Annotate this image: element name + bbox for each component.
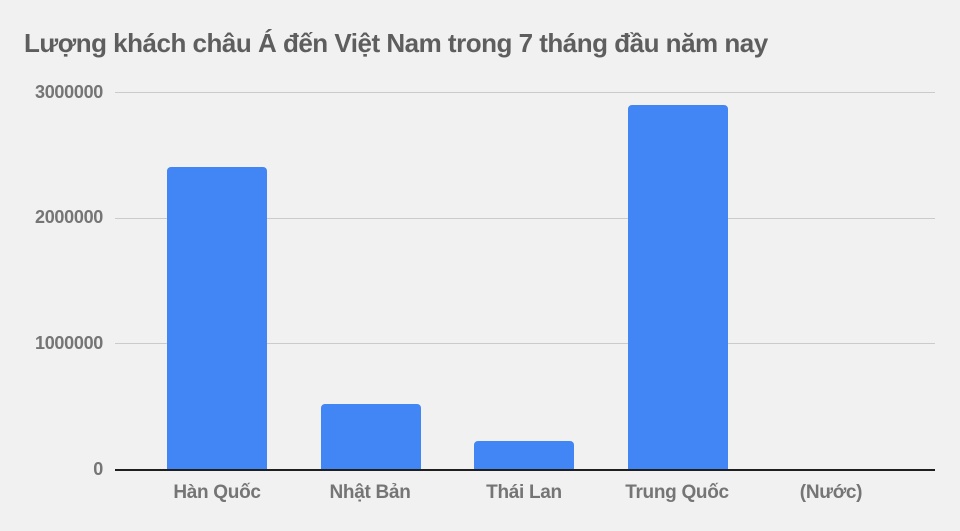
y-axis: 3000000 2000000 1000000 0 [0,0,103,531]
y-axis-tick-label: 1000000 [35,333,103,353]
bar-1 [320,403,421,469]
x-axis-line [115,469,935,471]
x-axis-category-label: Nhật Bản [329,482,411,503]
gridline-1000000 [115,343,935,345]
bar-0 [167,167,267,469]
y-axis-tick-label: 0 [93,459,103,479]
y-axis-tick-label: 3000000 [35,82,103,102]
x-axis-category-label: Thái Lan [486,482,562,503]
gridline-2000000 [115,217,935,219]
y-axis-tick-label: 2000000 [35,207,103,227]
plot-area [115,92,935,471]
x-axis-category-label: Trung Quốc [625,482,729,503]
bar-2 [474,441,574,469]
x-axis: Hàn Quốc Nhật Bản Thái Lan Trung Quốc (N… [115,481,935,505]
x-axis-unit-label: (Nước) [799,482,863,503]
bar-3 [627,104,728,469]
chart-title: Lượng khách châu Á đến Việt Nam trong 7 … [24,28,768,58]
x-axis-category-label: Hàn Quốc [173,482,261,503]
gridline-3000000 [115,92,935,93]
